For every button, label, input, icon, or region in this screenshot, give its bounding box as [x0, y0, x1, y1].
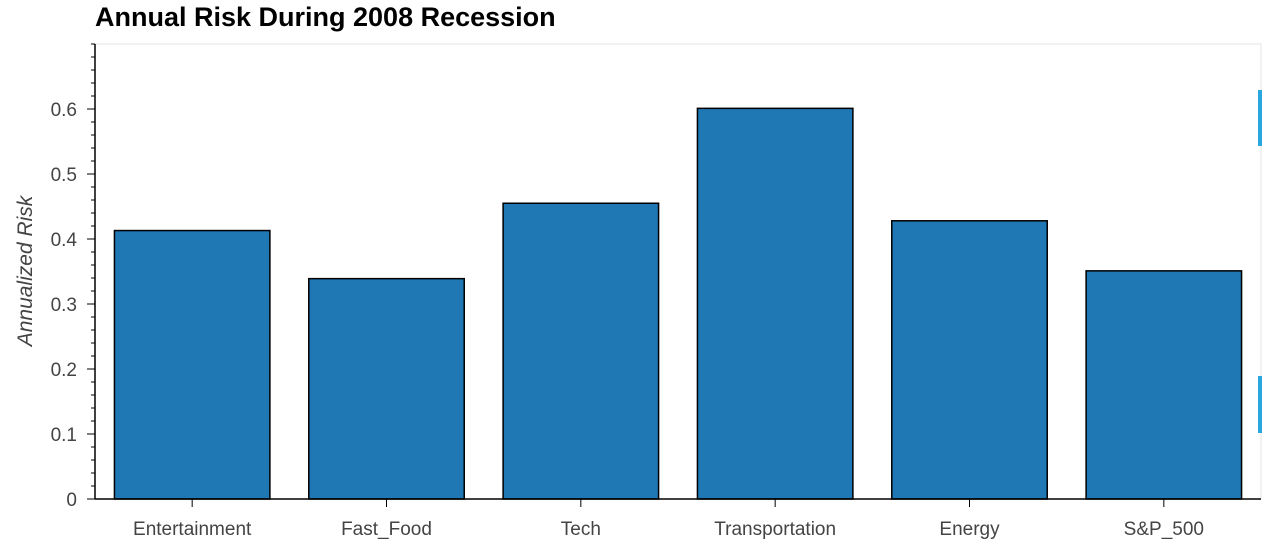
y-tick-label: 0.6 — [51, 100, 77, 121]
y-tick-label: 0.2 — [51, 360, 77, 381]
x-tick-label: Energy — [939, 519, 1000, 540]
y-tick-label: 0.4 — [51, 230, 78, 251]
y-tick-label: 0.3 — [51, 295, 77, 316]
x-tick-label: S&P_500 — [1124, 519, 1204, 540]
bar-2 — [502, 202, 660, 500]
x-tick-label: Fast_Food — [341, 519, 432, 540]
bars-group — [113, 107, 1243, 500]
y-axis-title: Annualized Risk — [14, 194, 37, 348]
toolbar-marker-top[interactable] — [1258, 90, 1262, 146]
y-axis-ticks: 0 0.1 0.2 0.3 0.4 0.5 0.6 — [51, 43, 95, 511]
x-axis-ticks: Entertainment Fast_Food Tech Transportation… — [133, 499, 1204, 540]
chart-title: Annual Risk During 2008 Recession — [95, 2, 556, 32]
x-tick-label: Entertainment — [133, 519, 252, 540]
bar-5 — [1085, 270, 1243, 500]
y-tick-label: 0.5 — [51, 165, 77, 186]
bar-4 — [891, 220, 1048, 500]
bar-3 — [696, 107, 854, 500]
y-tick-label: 0 — [66, 490, 77, 511]
bar-0 — [113, 229, 271, 500]
y-tick-label: 0.1 — [51, 425, 77, 446]
x-tick-label: Tech — [561, 519, 601, 540]
x-tick-label: Transportation — [714, 519, 836, 540]
bar-1 — [308, 277, 465, 500]
toolbar-marker-bottom[interactable] — [1258, 376, 1262, 433]
